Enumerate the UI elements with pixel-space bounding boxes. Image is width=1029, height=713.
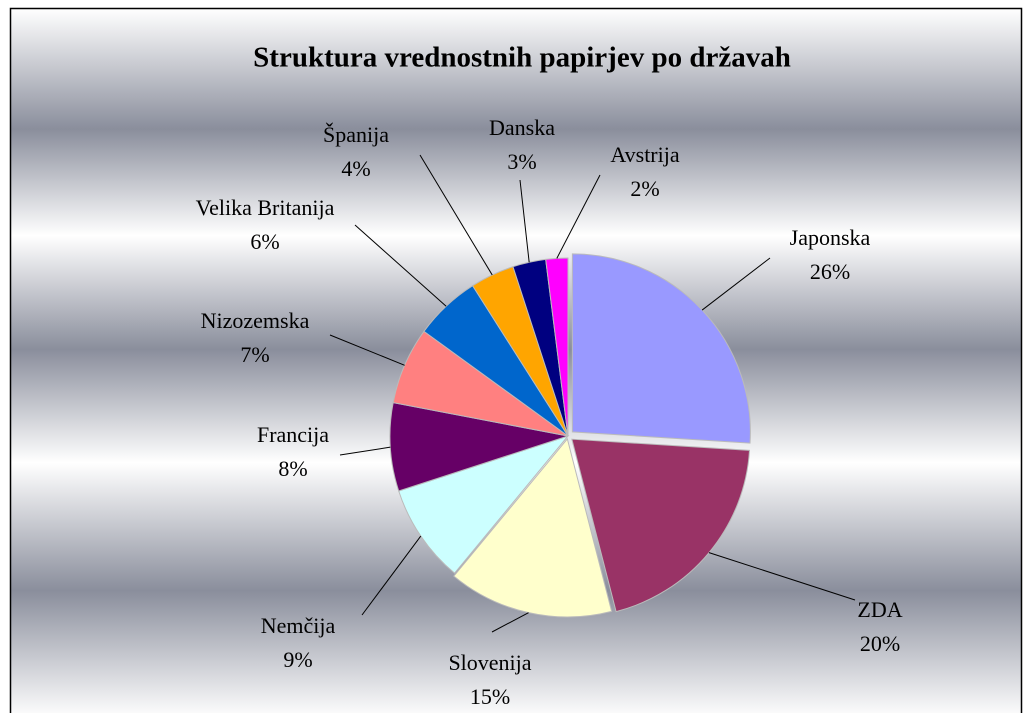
leader-line — [419, 154, 493, 276]
slice-label: Nemčija — [261, 613, 336, 638]
slice-value-label: 6% — [250, 229, 279, 254]
leader-line — [519, 179, 530, 263]
pie-slice — [571, 438, 751, 613]
leader-line — [708, 552, 856, 601]
leader-line — [361, 535, 422, 616]
slice-label: Danska — [489, 115, 555, 140]
leader-line — [701, 257, 771, 311]
pie-slice — [389, 402, 569, 492]
slice-label: Avstrija — [610, 142, 679, 167]
leader-line — [354, 224, 447, 307]
slice-value-label: 3% — [507, 149, 536, 174]
slice-label: ZDA — [857, 597, 902, 622]
slice-value-label: 2% — [630, 176, 659, 201]
pie-slice — [571, 253, 751, 444]
slice-label: Velika Britanija — [196, 195, 335, 220]
slice-label: Slovenija — [448, 650, 531, 675]
leader-line — [491, 612, 529, 633]
slice-label: Francija — [257, 422, 329, 447]
slice-label: Španija — [323, 122, 389, 147]
slice-value-label: 9% — [283, 647, 312, 672]
slice-label: Japonska — [790, 225, 871, 250]
leader-line — [329, 334, 405, 366]
slice-value-label: 7% — [240, 342, 269, 367]
slice-value-label: 4% — [341, 156, 370, 181]
chart-title: Struktura vrednostnih papirjev po država… — [253, 42, 791, 74]
pie-slice — [398, 434, 570, 574]
slice-value-label: 26% — [810, 259, 850, 284]
slice-value-label: 8% — [278, 456, 307, 481]
pie-slice — [545, 257, 569, 437]
slice-value-label: 20% — [860, 631, 900, 656]
slice-value-label: 15% — [470, 684, 510, 709]
leader-line — [339, 446, 391, 456]
slice-label: Nizozemska — [201, 308, 310, 333]
leader-line — [556, 174, 601, 259]
